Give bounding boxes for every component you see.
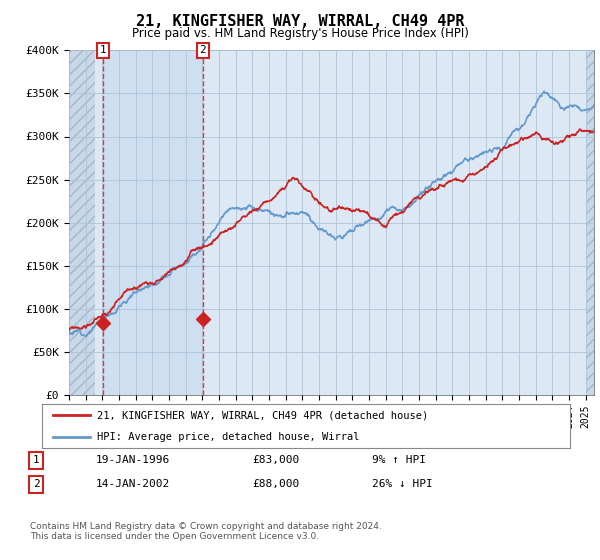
Text: 26% ↓ HPI: 26% ↓ HPI bbox=[372, 479, 433, 489]
Text: 14-JAN-2002: 14-JAN-2002 bbox=[96, 479, 170, 489]
Text: HPI: Average price, detached house, Wirral: HPI: Average price, detached house, Wirr… bbox=[97, 432, 360, 442]
Text: 2: 2 bbox=[200, 45, 206, 55]
Text: 19-JAN-1996: 19-JAN-1996 bbox=[96, 455, 170, 465]
Text: 9% ↑ HPI: 9% ↑ HPI bbox=[372, 455, 426, 465]
Bar bbox=[103, 50, 203, 395]
Text: 21, KINGFISHER WAY, WIRRAL, CH49 4PR: 21, KINGFISHER WAY, WIRRAL, CH49 4PR bbox=[136, 14, 464, 29]
Text: 2: 2 bbox=[32, 479, 40, 489]
Text: 21, KINGFISHER WAY, WIRRAL, CH49 4PR (detached house): 21, KINGFISHER WAY, WIRRAL, CH49 4PR (de… bbox=[97, 410, 428, 420]
Text: £88,000: £88,000 bbox=[252, 479, 299, 489]
Bar bbox=[69, 50, 95, 395]
Text: Price paid vs. HM Land Registry's House Price Index (HPI): Price paid vs. HM Land Registry's House … bbox=[131, 27, 469, 40]
Text: £83,000: £83,000 bbox=[252, 455, 299, 465]
Text: 1: 1 bbox=[32, 455, 40, 465]
Bar bbox=[586, 50, 596, 395]
Text: 1: 1 bbox=[100, 45, 107, 55]
Text: Contains HM Land Registry data © Crown copyright and database right 2024.
This d: Contains HM Land Registry data © Crown c… bbox=[30, 522, 382, 542]
